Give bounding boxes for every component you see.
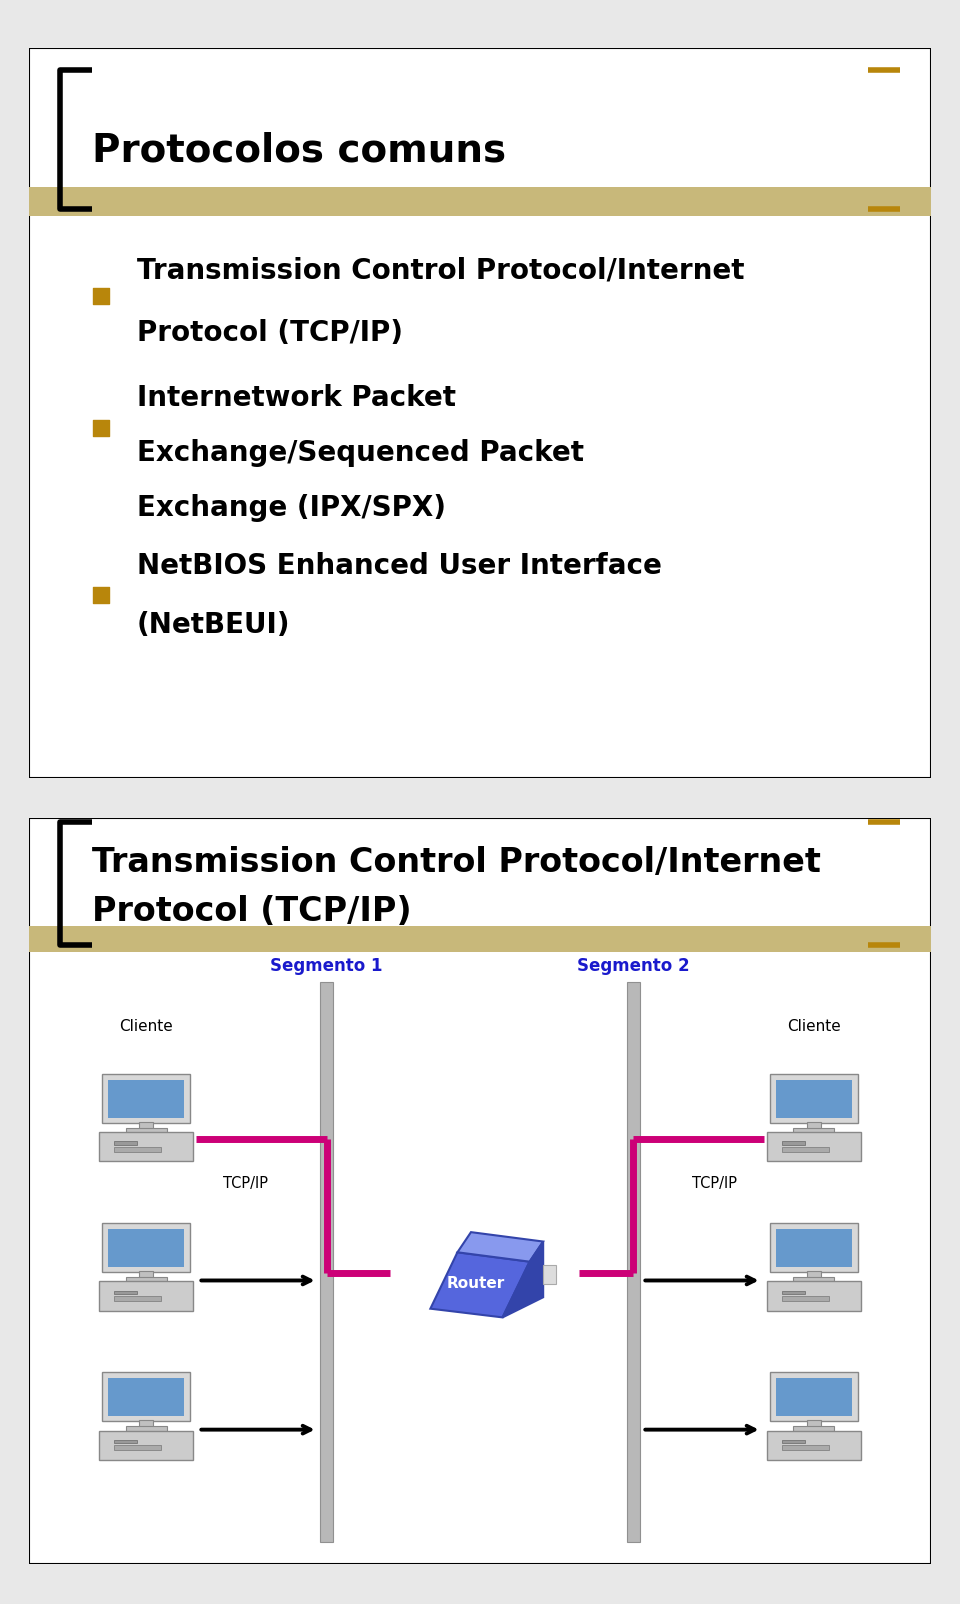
Bar — [781, 1296, 828, 1301]
Text: Segmento 1: Segmento 1 — [271, 956, 383, 975]
Bar — [102, 1373, 190, 1421]
Bar — [108, 1079, 184, 1118]
Polygon shape — [457, 1232, 543, 1262]
Text: Protocol (TCP/IP): Protocol (TCP/IP) — [92, 895, 412, 927]
Bar — [321, 982, 333, 1541]
Bar — [108, 1229, 184, 1267]
Bar — [776, 1079, 852, 1118]
Bar — [139, 1270, 154, 1278]
Bar — [806, 1121, 821, 1129]
Text: Protocol (TCP/IP): Protocol (TCP/IP) — [137, 319, 403, 346]
Point — [93, 284, 108, 310]
Bar — [793, 1277, 834, 1283]
Bar — [781, 1445, 828, 1450]
Bar — [139, 1121, 154, 1129]
Bar — [776, 1229, 852, 1267]
Point — [93, 582, 108, 608]
Bar — [29, 926, 931, 953]
Bar — [126, 1128, 167, 1134]
Text: Cliente: Cliente — [787, 1019, 841, 1035]
Polygon shape — [430, 1253, 530, 1317]
Text: TCP/IP: TCP/IP — [692, 1176, 737, 1192]
Bar — [781, 1291, 805, 1294]
Bar — [99, 1132, 193, 1161]
Bar — [114, 1445, 160, 1450]
Text: Transmission Control Protocol/Internet: Transmission Control Protocol/Internet — [137, 257, 745, 286]
Bar — [767, 1132, 861, 1161]
Text: TCP/IP: TCP/IP — [223, 1176, 268, 1192]
Bar — [770, 1075, 858, 1123]
Text: Transmission Control Protocol/Internet: Transmission Control Protocol/Internet — [92, 847, 821, 879]
Text: Router: Router — [446, 1277, 505, 1291]
Text: Protocolos comuns: Protocolos comuns — [92, 132, 506, 170]
Bar — [108, 1378, 184, 1416]
Bar — [781, 1147, 828, 1152]
Bar — [627, 982, 639, 1541]
Bar — [781, 1440, 805, 1444]
Bar — [29, 186, 931, 217]
Text: (NetBEUI): (NetBEUI) — [137, 611, 291, 638]
Polygon shape — [503, 1241, 543, 1317]
Bar — [114, 1440, 137, 1444]
Bar — [806, 1270, 821, 1278]
Bar — [776, 1378, 852, 1416]
Bar — [770, 1224, 858, 1272]
Text: Cliente: Cliente — [119, 1019, 173, 1035]
Bar — [126, 1277, 167, 1283]
Bar — [767, 1282, 861, 1310]
Bar — [114, 1147, 160, 1152]
Bar — [102, 1075, 190, 1123]
Bar — [126, 1426, 167, 1432]
Bar — [102, 1224, 190, 1272]
Bar — [99, 1431, 193, 1460]
Text: Exchange (IPX/SPX): Exchange (IPX/SPX) — [137, 494, 446, 521]
Bar — [793, 1426, 834, 1432]
Bar — [781, 1142, 805, 1145]
Bar — [770, 1373, 858, 1421]
Text: Exchange/Sequenced Packet: Exchange/Sequenced Packet — [137, 439, 584, 467]
Bar — [114, 1142, 137, 1145]
Bar — [543, 1266, 556, 1283]
Bar — [139, 1420, 154, 1428]
Point — [93, 415, 108, 441]
Bar — [793, 1128, 834, 1134]
Text: Internetwork Packet: Internetwork Packet — [137, 385, 456, 412]
Bar — [114, 1291, 137, 1294]
Bar — [99, 1282, 193, 1310]
Bar — [767, 1431, 861, 1460]
Text: Segmento 2: Segmento 2 — [577, 956, 689, 975]
Bar — [806, 1420, 821, 1428]
Text: NetBIOS Enhanced User Interface: NetBIOS Enhanced User Interface — [137, 552, 662, 581]
Bar — [114, 1296, 160, 1301]
